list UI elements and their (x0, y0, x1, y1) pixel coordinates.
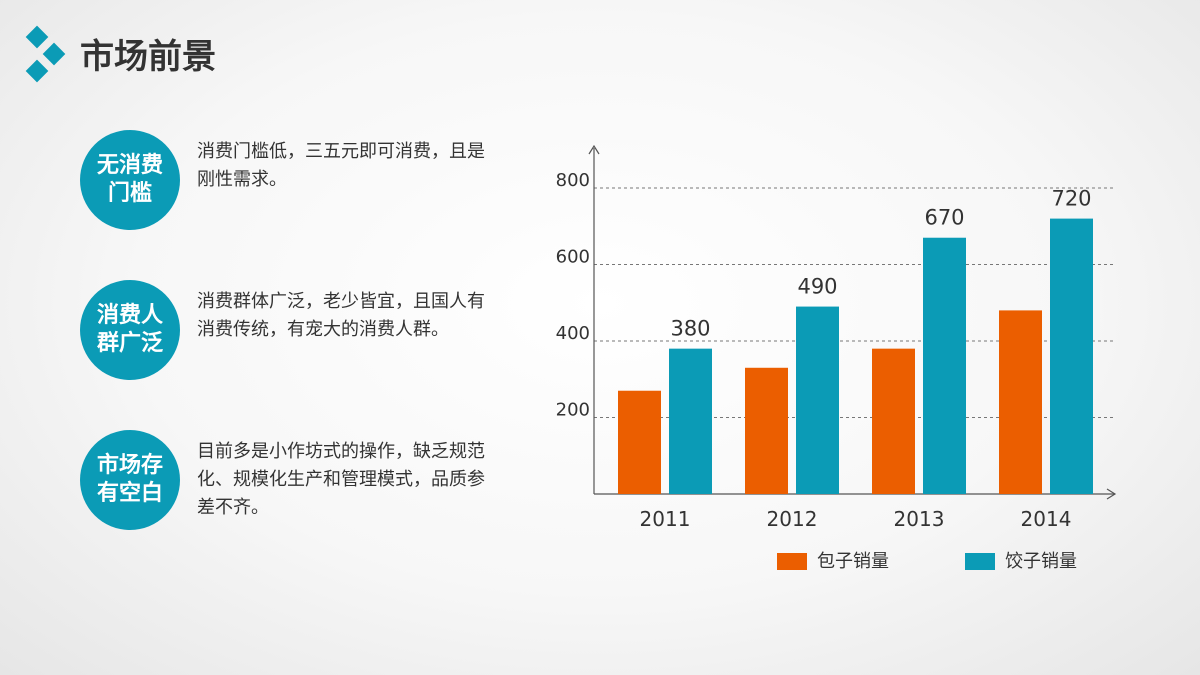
legend-label: 包子销量 (817, 551, 889, 572)
bar (1050, 218, 1093, 494)
y-tick-label: 200 (556, 400, 590, 421)
bar (618, 390, 661, 494)
bar (745, 367, 788, 494)
feature-text: 消费群体广泛，老少皆宜，且国人有消费传统，有宠大的消费人群。 (197, 291, 485, 340)
feature-badge: 市场存 有空白 (80, 430, 180, 530)
feature-item: 无消费 门槛 消费门槛低，三五元即可消费，且是刚性需求。 (80, 130, 520, 230)
bar (923, 237, 966, 494)
feature-text: 消费门槛低，三五元即可消费，且是刚性需求。 (197, 141, 485, 190)
feature-text: 目前多是小作坊式的操作，缺乏规范化、规模化生产和管理模式，品质参差不齐。 (197, 441, 485, 518)
x-tick-label: 2013 (894, 507, 945, 531)
sales-bar-chart: 200 400 600 800 380 2011 490 2012 670 2013 720 2014 (556, 144, 1117, 531)
feature-badge: 消费人 群广泛 (80, 280, 180, 380)
data-label: 380 (670, 317, 710, 341)
data-label: 490 (797, 275, 837, 299)
x-tick-label: 2014 (1021, 507, 1072, 531)
x-tick-label: 2012 (767, 507, 818, 531)
x-tick-label: 2011 (640, 507, 691, 531)
legend-label: 饺子销量 (1005, 551, 1077, 572)
bar (872, 348, 915, 494)
bar (669, 348, 712, 494)
y-tick-label: 800 (556, 170, 590, 191)
diamond-logo-icon (24, 25, 74, 90)
bar (999, 310, 1042, 494)
feature-item: 消费人 群广泛 消费群体广泛，老少皆宜，且国人有消费传统，有宠大的消费人群。 (80, 280, 520, 380)
data-label: 670 (924, 206, 964, 230)
y-tick-label: 600 (556, 247, 590, 268)
feature-item: 市场存 有空白 目前多是小作坊式的操作，缺乏规范化、规模化生产和管理模式，品质参… (80, 430, 520, 530)
bar (796, 306, 839, 494)
legend-swatch (777, 553, 807, 570)
data-label: 720 (1051, 187, 1091, 211)
feature-badge: 无消费 门槛 (80, 130, 180, 230)
legend-swatch (965, 553, 995, 570)
y-tick-label: 400 (556, 323, 590, 344)
page-title: 市场前景 (80, 37, 216, 77)
x-axis-arrow-icon (1106, 488, 1117, 500)
y-axis-arrow-icon (588, 144, 600, 155)
